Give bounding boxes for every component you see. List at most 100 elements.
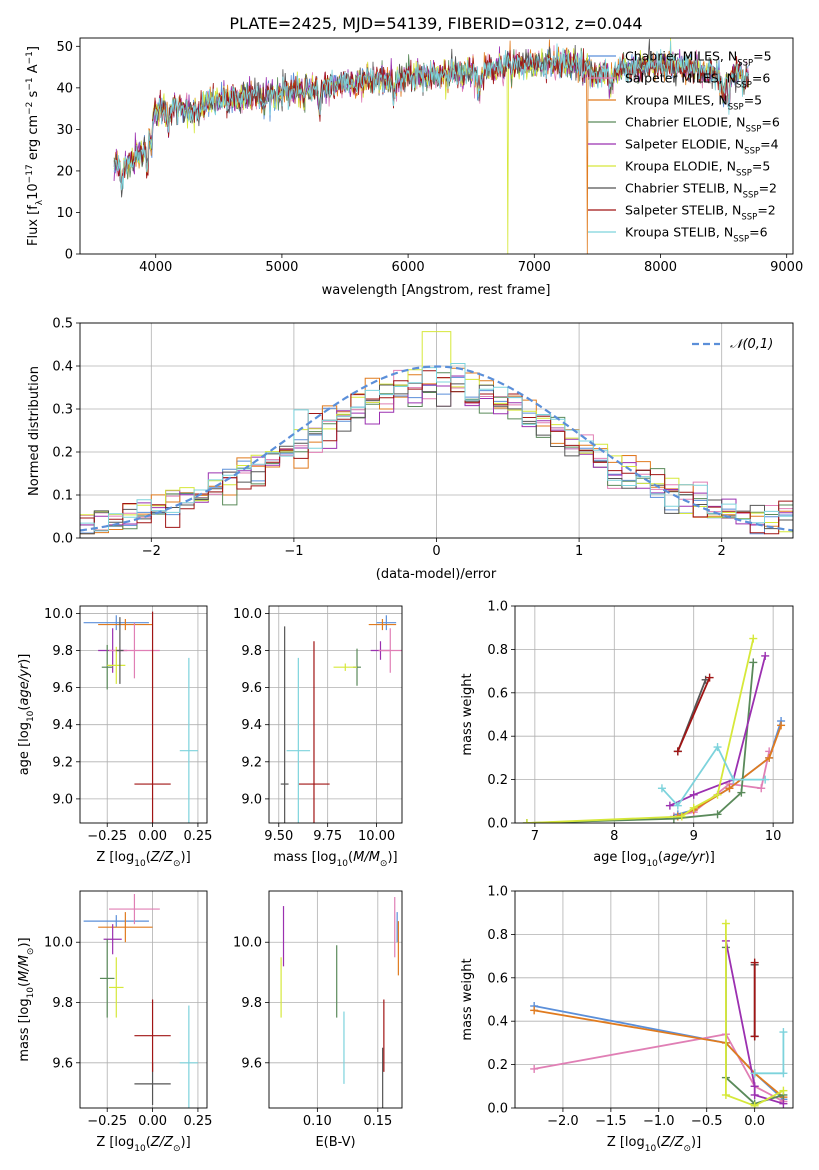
- y-tick-label: 0.0: [487, 1102, 508, 1117]
- x-tick-label: −0.5: [691, 1114, 723, 1129]
- y-tick-label: 0.2: [487, 1058, 508, 1073]
- x-axis-label: Z [log10(Z/Z⊙)]: [96, 1135, 190, 1154]
- plot-area: [269, 606, 402, 823]
- weight-line: [725, 923, 784, 1107]
- legend-entry: Chabrier STELIB, NSSP=2: [625, 181, 777, 201]
- x-tick-label: 8000: [644, 260, 677, 275]
- axes-frame: 0.10 0.15 9.6 9.8 10.0 E(B-V): [233, 890, 403, 1150]
- y-tick-label: 10.0: [44, 936, 73, 951]
- axes-frame: 9.50 9.75 10.00 9.0 9.2 9.4 9.6 9.8 10.0 mass [lo…: [233, 605, 403, 869]
- x-axis-label: age [log10(age/yr)]: [593, 850, 715, 869]
- axes-spine: [79, 890, 208, 1109]
- x-tick-label: −0.25: [87, 829, 127, 844]
- plot-area: [80, 606, 207, 823]
- spectrum-line: [113, 40, 749, 191]
- x-axis-label: E(B-V): [315, 1135, 355, 1150]
- x-tick-label: 7: [531, 829, 539, 844]
- plot-area: [80, 891, 207, 1108]
- legend-entry: Chabrier MILES, NSSP=5: [625, 49, 772, 69]
- x-tick-label: −1: [284, 544, 303, 559]
- normal-curve: [80, 365, 793, 532]
- spectrum-line: [113, 48, 749, 189]
- x-tick-label: 10: [765, 829, 782, 844]
- plot-area: [515, 891, 793, 1108]
- y-tick-label: 0.8: [487, 928, 508, 943]
- axes-spine: [79, 37, 794, 255]
- histogram-series: [80, 331, 793, 533]
- x-tick-label: 4000: [139, 260, 172, 275]
- y-tick-label: 9.6: [241, 1056, 262, 1071]
- axes-spectrum: 4000 5000 6000 7000 8000 9000 0 10 20 30 40 50 wavel…: [25, 37, 803, 298]
- histogram-series: [80, 372, 793, 530]
- plot-content: [80, 331, 793, 535]
- y-tick-label: 9.6: [241, 681, 262, 696]
- x-tick-label: 0.00: [138, 829, 167, 844]
- axes-frame: −2.0 −1.5 −1.0 −0.5 0.0 0.0 0.2 0.4 0.6 0.8 1.0 Z […: [460, 885, 794, 1154]
- y-tick-label: 0.6: [487, 686, 508, 701]
- x-tick-label: −2: [142, 544, 161, 559]
- x-tick-label: −1.0: [643, 1114, 675, 1129]
- x-tick-label: 8: [610, 829, 618, 844]
- y-tick-label: 1.0: [487, 885, 508, 900]
- plot-layer: 4000 5000 6000 7000 8000 900001020304050wavel…: [17, 37, 803, 1154]
- axes-spine: [79, 605, 208, 824]
- plot-content: [83, 894, 198, 1108]
- axes-frame: −0.25 0.00 0.25 9.0 9.2 9.4 9.6 9.8 10.0 Z [log10…: [17, 605, 212, 869]
- y-tick-label: 9.2: [241, 755, 262, 770]
- y-tick-label: 0.3: [52, 403, 73, 418]
- plot-content: [280, 615, 402, 823]
- x-tick-label: 5000: [265, 260, 298, 275]
- y-tick-label: 0.0: [487, 817, 508, 832]
- x-tick-label: 0: [432, 544, 440, 559]
- y-tick-label: 9.8: [241, 644, 262, 659]
- x-axis-label: (data-model)/error: [376, 567, 497, 582]
- x-tick-label: 9.50: [264, 829, 293, 844]
- axes-mass-vs-EBV: 0.10 0.15 9.6 9.8 10.0 E(B-V): [233, 890, 403, 1150]
- legend-entry: Salpeter ELODIE, NSSP=4: [625, 137, 779, 157]
- axes-spine: [514, 890, 794, 1109]
- y-axis-label: Normed distribution: [27, 366, 42, 496]
- weight-line: [725, 940, 784, 1105]
- y-tick-label: 9.6: [52, 681, 73, 696]
- legend-entry: Kroupa ELODIE, NSSP=5: [625, 159, 770, 179]
- y-tick-label: 50: [56, 40, 73, 55]
- y-tick-label: 9.8: [52, 644, 73, 659]
- y-tick-label: 0.8: [487, 643, 508, 658]
- plot-content: [530, 919, 788, 1108]
- y-tick-label: 0.2: [52, 446, 73, 461]
- axes-residual-histogram: −2 −1 0 1 2 0.0 0.1 0.2 0.3 0.4 0.5 𝒩(0,1) (data-mod…: [27, 317, 794, 582]
- y-tick-label: 0.4: [52, 360, 73, 375]
- y-tick-label: 0.4: [487, 1015, 508, 1030]
- y-tick-label: 0: [65, 248, 73, 263]
- x-tick-label: 9.75: [313, 829, 342, 844]
- axes-spine: [268, 605, 403, 824]
- weight-line: [534, 1009, 784, 1098]
- axes-frame: 4000 5000 6000 7000 8000 9000 0 10 20 30 40 50 wavel…: [25, 37, 803, 298]
- x-tick-label: 2: [718, 544, 726, 559]
- y-tick-label: 0.1: [52, 489, 73, 504]
- axes-spine: [79, 322, 794, 539]
- y-tick-label: 9.2: [52, 755, 73, 770]
- axes-spine: [268, 890, 403, 1109]
- axes-mass-vs-Z: −0.25 0.00 0.25 9.6 9.8 10.0 Z [log10(Z/Z⊙)] ma…: [17, 890, 212, 1154]
- plot-content: [113, 38, 749, 254]
- y-tick-label: 0.4: [487, 730, 508, 745]
- legend-entry: Salpeter MILES, NSSP=6: [625, 71, 770, 91]
- histogram-series: [80, 375, 793, 526]
- y-tick-label: 9.8: [241, 996, 262, 1011]
- y-tick-label: 0.5: [52, 317, 73, 332]
- x-tick-label: 0.25: [183, 1114, 212, 1129]
- y-tick-label: 9.0: [241, 792, 262, 807]
- y-tick-label: 1.0: [487, 600, 508, 615]
- figure-title: PLATE=2425, MJD=54139, FIBERID=0312, z=0…: [229, 14, 642, 33]
- x-tick-label: −0.25: [87, 1114, 127, 1129]
- y-tick-label: 9.4: [52, 718, 73, 733]
- legend-entry: 𝒩(0,1): [730, 337, 773, 352]
- x-tick-label: 9000: [770, 260, 803, 275]
- axes-spine: [514, 605, 794, 824]
- legend-entry: Kroupa MILES, NSSP=5: [625, 93, 762, 113]
- y-tick-label: 9.8: [52, 996, 73, 1011]
- axes-frame: 7 8 9 10 0.0 0.2 0.4 0.6 0.8 1.0 age [log10(age/yr…: [460, 600, 794, 869]
- y-tick-label: 9.0: [52, 792, 73, 807]
